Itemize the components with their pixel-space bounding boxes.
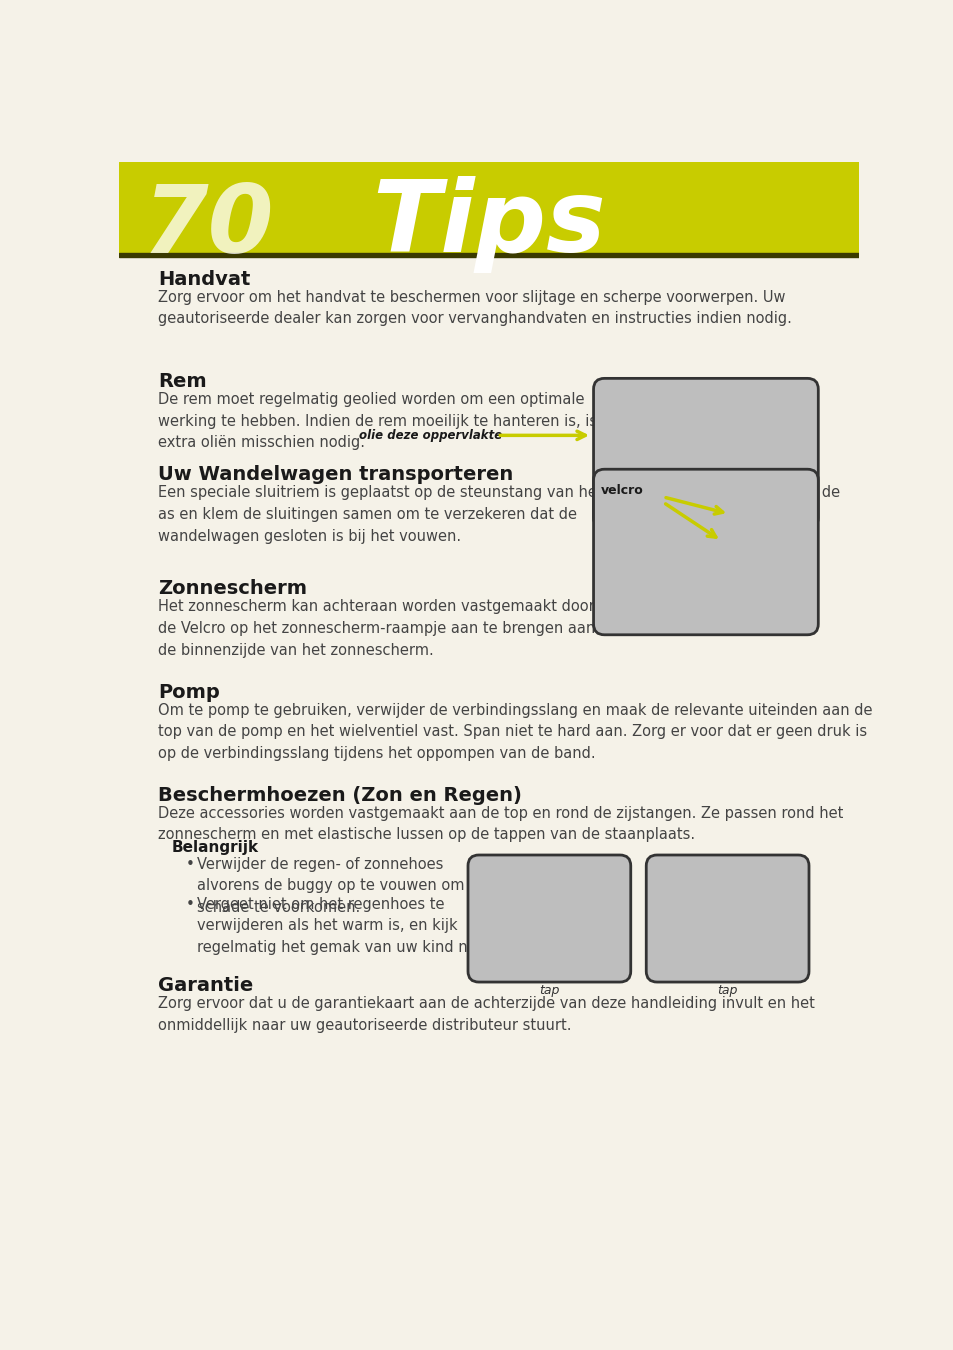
Text: olie deze oppervlakte: olie deze oppervlakte (359, 429, 502, 441)
Bar (119, 162, 858, 252)
Text: Zorg ervoor dat u de garantiekaart aan de achterzijde van deze handleiding invul: Zorg ervoor dat u de garantiekaart aan d… (158, 996, 814, 1033)
Text: velcro: velcro (600, 485, 643, 497)
Text: 70: 70 (142, 181, 274, 273)
FancyBboxPatch shape (645, 855, 808, 981)
Text: Zonnescherm: Zonnescherm (158, 579, 307, 598)
Text: Pomp: Pomp (158, 683, 219, 702)
Text: Het zonnescherm kan achteraan worden vastgemaakt door
de Velcro op het zonnesche: Het zonnescherm kan achteraan worden vas… (158, 599, 595, 657)
Text: •: • (186, 896, 194, 911)
Text: tap: tap (717, 984, 737, 996)
Text: Tips: Tips (372, 176, 605, 273)
Bar (119, 252, 858, 256)
Text: Belangrijk: Belangrijk (172, 840, 259, 855)
Text: Handvat: Handvat (158, 270, 250, 289)
FancyBboxPatch shape (468, 855, 630, 981)
Text: Rem: Rem (158, 373, 207, 391)
Text: Zorg ervoor om het handvat te beschermen voor slijtage en scherpe voorwerpen. Uw: Zorg ervoor om het handvat te beschermen… (158, 290, 791, 327)
Text: Beschermhoezen (Zon en Regen): Beschermhoezen (Zon en Regen) (158, 786, 521, 805)
FancyBboxPatch shape (593, 378, 818, 528)
Text: Uw Wandelwagen transporteren: Uw Wandelwagen transporteren (158, 466, 513, 485)
Text: Garantie: Garantie (158, 976, 253, 995)
Text: Verwijder de regen- of zonnehoes
alvorens de buggy op te vouwen om
schade te voo: Verwijder de regen- of zonnehoes alvoren… (196, 856, 464, 915)
Text: •: • (186, 856, 194, 872)
Text: Deze accessories worden vastgemaakt aan de top en rond de zijstangen. Ze passen : Deze accessories worden vastgemaakt aan … (158, 806, 842, 842)
Text: tap: tap (538, 984, 559, 996)
Text: Om te pomp te gebruiken, verwijder de verbindingsslang en maak de relevante uite: Om te pomp te gebruiken, verwijder de ve… (158, 702, 872, 761)
Text: Vergeet niet om het regenhoes te
verwijderen als het warm is, en kijk
regelmatig: Vergeet niet om het regenhoes te verwijd… (196, 896, 480, 954)
Text: Een speciale sluitriem is geplaatst op de steunstang van het stuur. Wikkel deze : Een speciale sluitriem is geplaatst op d… (158, 486, 840, 544)
FancyBboxPatch shape (593, 470, 818, 634)
Text: De rem moet regelmatig geolied worden om een optimale
werking te hebben. Indien : De rem moet regelmatig geolied worden om… (158, 393, 597, 451)
